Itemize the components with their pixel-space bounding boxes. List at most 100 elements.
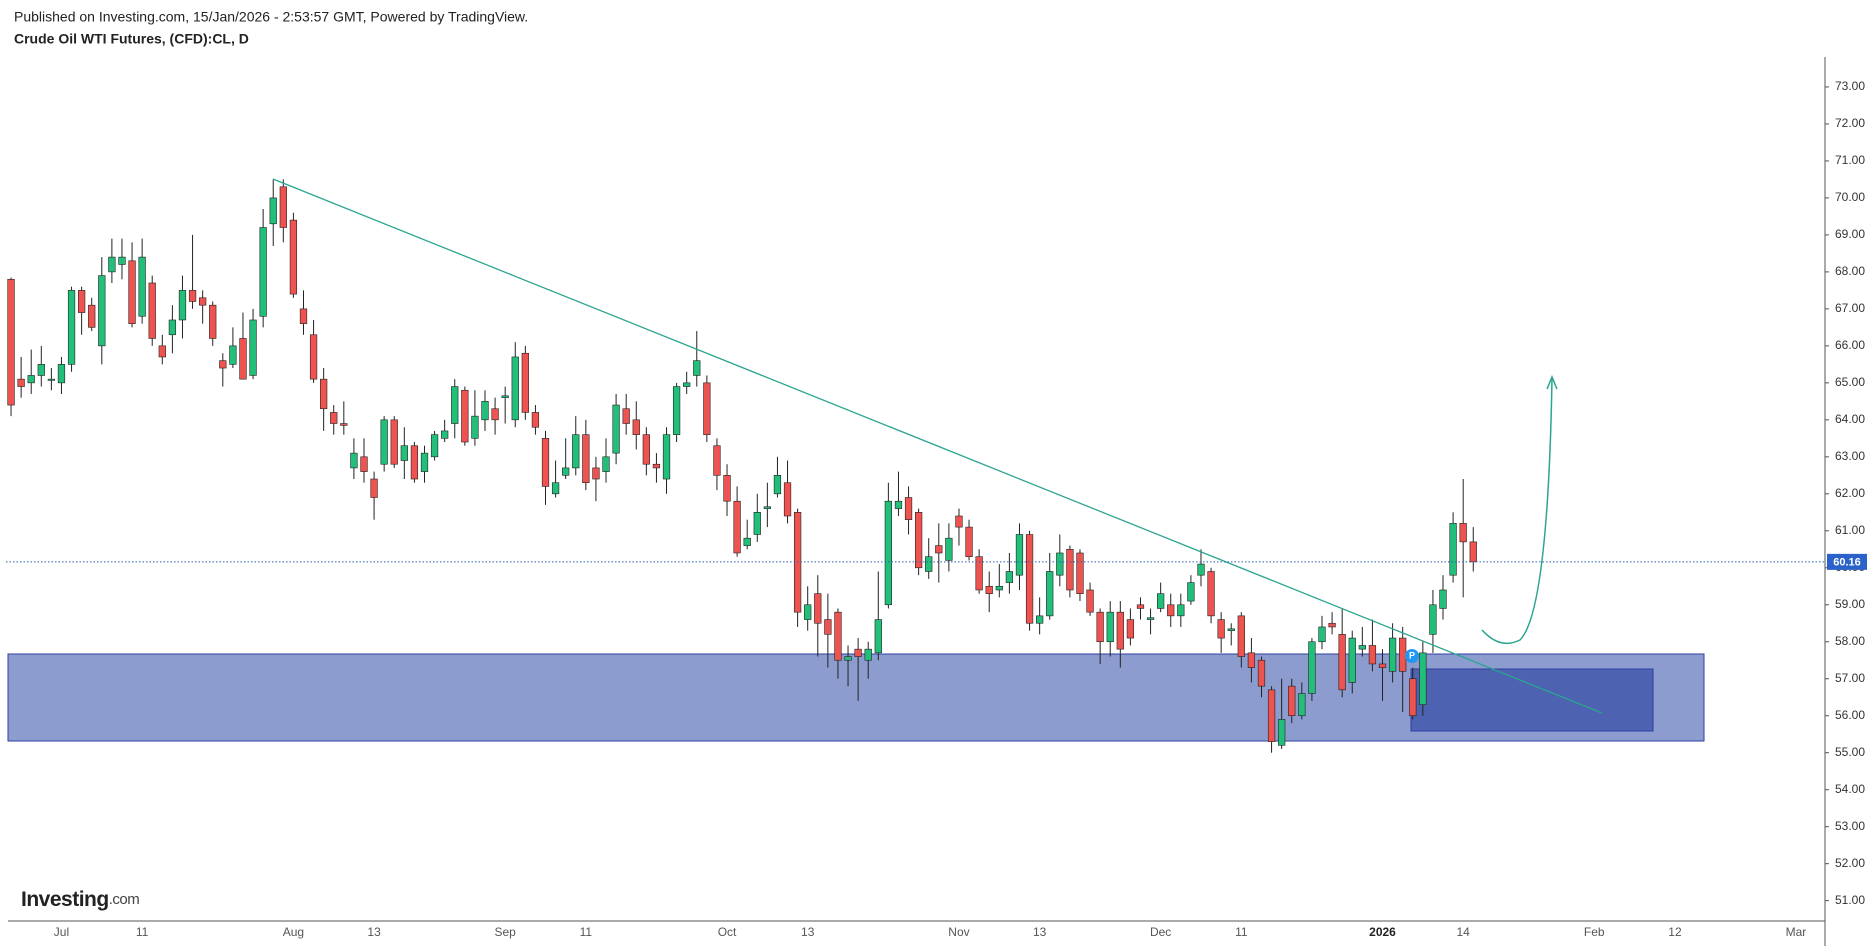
candle-body	[209, 304, 217, 339]
candle-body	[743, 537, 751, 546]
x-tick-label: Aug	[283, 925, 304, 939]
candle-body	[1247, 652, 1256, 668]
chart-subtitle: Published on Investing.com, 15/Jan/2026 …	[14, 9, 528, 25]
candle-body	[1116, 611, 1124, 650]
candle-body	[975, 556, 983, 591]
candle-body	[1157, 593, 1165, 609]
candle-body	[985, 585, 993, 594]
x-tick-label: 13	[367, 925, 381, 939]
y-tick-label: 71.00	[1835, 153, 1865, 167]
candle-body	[914, 512, 923, 569]
candle-body	[1358, 645, 1366, 650]
candle-body	[582, 434, 590, 484]
candle-body	[1167, 604, 1175, 617]
candle-body	[289, 219, 298, 295]
candle-body	[572, 434, 580, 469]
candle-body	[380, 419, 388, 465]
candle-body	[67, 290, 76, 365]
chart-title: Crude Oil WTI Futures, (CFD):CL, D	[14, 31, 249, 47]
logo-name: Investing	[21, 888, 109, 911]
y-tick-label: 63.00	[1835, 449, 1865, 463]
candle-body	[1096, 611, 1104, 643]
candle-body	[864, 648, 872, 661]
candle-body	[834, 611, 842, 661]
candle-body	[47, 378, 56, 381]
y-tick-label: 53.00	[1835, 819, 1865, 833]
candle-body	[1086, 589, 1094, 613]
candle-body	[309, 334, 318, 380]
candle-body	[37, 364, 45, 376]
candle-body	[178, 290, 187, 321]
candle-body	[693, 360, 701, 376]
candle-body	[1267, 689, 1276, 742]
candle-body	[1318, 626, 1326, 643]
arrow-curve	[1481, 377, 1553, 645]
logo: Investing.com	[21, 888, 139, 911]
candle-body	[501, 395, 509, 398]
last-price-box	[1827, 553, 1867, 570]
candle-body	[1056, 552, 1064, 576]
candle-body	[1106, 611, 1114, 643]
candle-body	[128, 260, 136, 324]
y-tick-label: 51.00	[1835, 893, 1865, 907]
inner-zone	[1410, 668, 1654, 732]
candle-body	[874, 619, 882, 654]
candle-body	[1177, 604, 1185, 617]
y-tick-label: 70.00	[1835, 190, 1865, 204]
y-tick-label: 62.00	[1835, 486, 1865, 500]
x-tick-label: Sep	[494, 925, 516, 939]
p-marker[interactable]	[1405, 649, 1419, 663]
candle-body	[1288, 685, 1296, 717]
candle-body	[330, 412, 338, 424]
candle-body	[602, 456, 610, 472]
candle-body	[148, 282, 156, 339]
candle-body	[1136, 604, 1145, 609]
candle-body	[1348, 637, 1356, 683]
candle-body	[1015, 534, 1024, 576]
candle-body	[672, 386, 681, 435]
x-tick-label: 11	[136, 925, 149, 939]
candle-body	[1378, 663, 1387, 668]
candle-body	[1308, 641, 1316, 694]
candle-body	[562, 467, 570, 476]
candle-body	[1388, 637, 1397, 672]
candle-body	[884, 500, 893, 606]
candle-body	[763, 506, 771, 509]
y-tick-label: 65.00	[1835, 375, 1865, 389]
candle-body	[27, 375, 35, 384]
candle-body	[168, 319, 177, 336]
candle-body	[592, 467, 600, 480]
y-tick-label: 66.00	[1835, 338, 1865, 352]
y-tick-label: 69.00	[1835, 227, 1865, 241]
x-tick-label: 2026	[1369, 925, 1396, 939]
candle-body	[1469, 541, 1477, 563]
candle-body	[1328, 622, 1336, 628]
candle-body	[430, 434, 439, 458]
candle-body	[410, 445, 419, 480]
candle-body	[844, 656, 852, 661]
y-tick-label: 72.00	[1835, 116, 1865, 130]
candle-body	[158, 345, 166, 358]
x-tick-label: Nov	[948, 925, 969, 939]
x-tick-label: 11	[580, 925, 593, 939]
candle-body	[118, 256, 126, 265]
candle-body	[894, 500, 903, 509]
candle-body	[390, 419, 398, 465]
candle-body	[1338, 634, 1346, 691]
candle-body	[632, 419, 640, 435]
candle-body	[652, 463, 661, 469]
candle-body	[1449, 523, 1457, 576]
candle-body	[995, 585, 1003, 591]
candle-body	[1429, 604, 1437, 635]
y-tick-label: 55.00	[1835, 745, 1865, 759]
candle-body	[420, 452, 429, 472]
candle-body	[239, 338, 247, 380]
candle-body	[360, 456, 368, 472]
candle-body	[904, 497, 913, 520]
candle-body	[1126, 619, 1135, 639]
candle-body	[945, 537, 953, 561]
x-tick-label: 13	[801, 925, 815, 939]
candle-body	[814, 593, 822, 624]
y-tick-label: 59.00	[1835, 597, 1865, 611]
candle-body	[511, 356, 519, 421]
